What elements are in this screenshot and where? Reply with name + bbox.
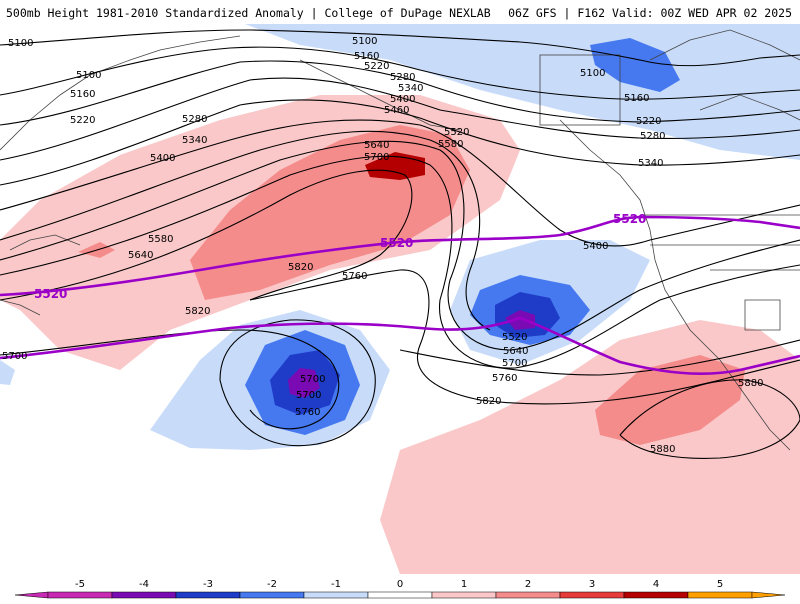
contour-5160 bbox=[0, 46, 800, 100]
contour-label: 5220 bbox=[636, 116, 661, 127]
model-run-info: 06Z GFS | F162 Valid: 00Z WED APR 02 202… bbox=[508, 6, 792, 20]
colorbar-tick-label: -1 bbox=[331, 579, 341, 590]
highlight-labels: 5520 5520 5520 bbox=[34, 212, 646, 301]
colorbar-extend-high bbox=[751, 591, 786, 599]
contour-label: 5400 bbox=[390, 94, 415, 105]
contour-label: 5400 bbox=[583, 241, 608, 252]
contour-label: 5880 bbox=[738, 378, 763, 389]
colorbar-tick-label: 4 bbox=[653, 579, 659, 590]
colorbar-segment bbox=[47, 591, 113, 599]
contour-label: 5100 bbox=[580, 68, 605, 79]
highlight-contour-5520-south bbox=[0, 316, 800, 376]
anomaly-neg4-central bbox=[288, 368, 320, 398]
contour-label: 5520 bbox=[502, 332, 527, 343]
contour-5520 bbox=[0, 140, 800, 351]
coastlines bbox=[0, 29, 800, 451]
contour-label: 5700 bbox=[2, 351, 27, 362]
colorbar-segment bbox=[111, 591, 177, 599]
contour-label: 5160 bbox=[70, 89, 95, 100]
colorbar-segment bbox=[559, 591, 625, 599]
contour-5760 bbox=[219, 319, 376, 447]
highlight-contour-label: 5520 bbox=[34, 287, 67, 301]
colorbar-tick-label: 0 bbox=[397, 579, 403, 590]
contour-5760-east bbox=[399, 339, 800, 376]
contour-label: 5640 bbox=[503, 346, 528, 357]
contour-label: 5340 bbox=[638, 158, 663, 169]
contour-5700 bbox=[0, 329, 340, 430]
colorbar-segment bbox=[303, 591, 369, 599]
contour-label: 5460 bbox=[384, 105, 409, 116]
height-contours bbox=[0, 29, 800, 459]
contour-5100 bbox=[0, 29, 800, 67]
contour-5400 bbox=[0, 119, 800, 247]
map-canvas: 5100 5100 5100 5100 5160 5160 5160 5220 … bbox=[0, 24, 800, 574]
colorbar-tick-label: -3 bbox=[203, 579, 213, 590]
contour-label: 5160 bbox=[354, 51, 379, 62]
map-header: 500mb Height 1981-2010 Standardized Anom… bbox=[0, 0, 800, 24]
colorbar-segment bbox=[367, 591, 433, 599]
contour-label: 5340 bbox=[398, 83, 423, 94]
anomaly-neg1-west-edge bbox=[0, 360, 15, 385]
colorbar-segment bbox=[431, 591, 497, 599]
anomaly-neg4-east bbox=[505, 310, 535, 330]
contour-5220 bbox=[0, 60, 800, 126]
map-title: 500mb Height 1981-2010 Standardized Anom… bbox=[6, 6, 491, 20]
contour-label: 5340 bbox=[182, 135, 207, 146]
contour-label: 5580 bbox=[438, 139, 463, 150]
contour-label: 5820 bbox=[476, 396, 501, 407]
contour-label: 5760 bbox=[492, 373, 517, 384]
highlight-contour-label: 5520 bbox=[380, 236, 413, 250]
contour-label: 5100 bbox=[76, 70, 101, 81]
anomaly-neg2-north bbox=[590, 38, 680, 92]
contour-label: 5700 bbox=[502, 358, 527, 369]
contour-label: 5700 bbox=[300, 374, 325, 385]
contour-5340 bbox=[0, 99, 800, 186]
contour-label: 5640 bbox=[128, 250, 153, 261]
colorbar-segment bbox=[239, 591, 305, 599]
contour-label: 5400 bbox=[150, 153, 175, 164]
colorbar-tick-label: -4 bbox=[139, 579, 149, 590]
contour-5460 bbox=[0, 130, 491, 331]
contour-label: 5220 bbox=[70, 115, 95, 126]
contour-label: 5580 bbox=[148, 234, 173, 245]
contour-5640 bbox=[0, 169, 413, 301]
colorbar-tick-label: -2 bbox=[267, 579, 277, 590]
highlight-contour-label: 5520 bbox=[613, 212, 646, 226]
colorbar-extend-low bbox=[14, 591, 49, 599]
contour-5580 bbox=[0, 155, 800, 369]
contour-5280 bbox=[0, 77, 800, 161]
colorbar-segment bbox=[495, 591, 561, 599]
contour-label: 5160 bbox=[624, 93, 649, 104]
contour-label: 5100 bbox=[352, 36, 377, 47]
colorbar-segment bbox=[687, 591, 753, 599]
contour-label: 5700 bbox=[296, 390, 321, 401]
contour-5820 bbox=[249, 269, 800, 405]
contour-label: 5760 bbox=[295, 407, 320, 418]
colorbar-tick-label: -5 bbox=[75, 579, 85, 590]
contour-label: 5280 bbox=[640, 131, 665, 142]
contour-label: 5760 bbox=[342, 271, 367, 282]
contour-label: 5100 bbox=[8, 38, 33, 49]
contour-label: 5880 bbox=[650, 444, 675, 455]
colorbar-tick-label: 3 bbox=[589, 579, 595, 590]
contour-label: 5280 bbox=[182, 114, 207, 125]
contour-label: 5520 bbox=[444, 127, 469, 138]
colorbar-segment bbox=[623, 591, 689, 599]
contour-label: 5280 bbox=[390, 72, 415, 83]
contour-label: 5640 bbox=[364, 140, 389, 151]
colorbar-tick-label: 5 bbox=[717, 579, 723, 590]
contour-label: 5820 bbox=[185, 306, 210, 317]
contour-labels: 5100 5100 5100 5100 5160 5160 5160 5220 … bbox=[2, 36, 763, 455]
colorbar-segment bbox=[175, 591, 241, 599]
contour-label: 5220 bbox=[364, 61, 389, 72]
highlight-contour-5520 bbox=[0, 215, 800, 297]
colorbar: -5 -4 -3 -2 -1 0 1 2 3 4 5 bbox=[0, 574, 800, 600]
colorbar-tick-label: 2 bbox=[525, 579, 531, 590]
anomaly-pos3-north bbox=[365, 152, 425, 180]
colorbar-graphic: -5 -4 -3 -2 -1 0 1 2 3 4 5 bbox=[14, 579, 786, 599]
contour-label: 5700 bbox=[364, 152, 389, 163]
colorbar-tick-label: 1 bbox=[461, 579, 467, 590]
contour-label: 5820 bbox=[288, 262, 313, 273]
